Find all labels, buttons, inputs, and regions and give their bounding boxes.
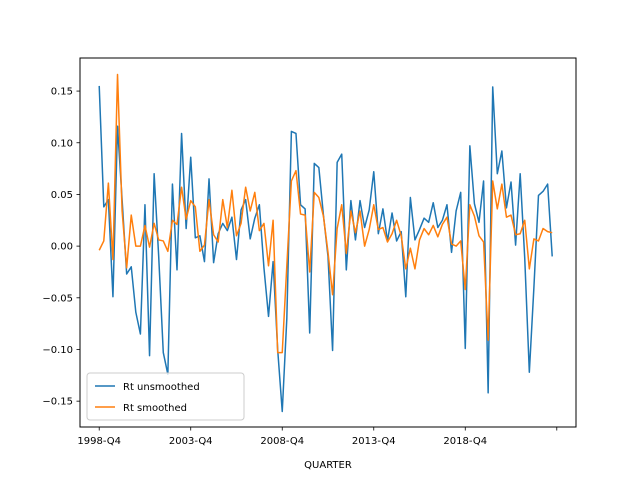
y-tick-label: −0.05 <box>42 293 73 304</box>
legend-label-smoothed: Rt smoothed <box>123 403 187 414</box>
x-tick-label: 2018-Q4 <box>443 436 487 447</box>
y-axis: −0.15 −0.10 −0.05 0.00 0.05 0.10 0.15 <box>42 87 80 408</box>
legend: Rt unsmoothed Rt smoothed <box>86 372 245 421</box>
x-tick-label: 2013-Q4 <box>352 436 396 447</box>
y-tick-label: −0.15 <box>42 397 73 408</box>
y-tick-label: 0.05 <box>51 190 73 201</box>
x-tick-label: 2003-Q4 <box>169 436 213 447</box>
y-tick-label: −0.10 <box>42 345 73 356</box>
y-tick-label: 0.15 <box>51 87 73 98</box>
plot-frame <box>79 57 577 428</box>
x-tick-label: 1998-Q4 <box>77 436 121 447</box>
legend-label-unsmoothed: Rt unsmoothed <box>123 382 200 393</box>
x-axis: 1998-Q4 2003-Q4 2008-Q4 2013-Q4 2018-Q4 <box>77 427 558 447</box>
legend-box <box>86 372 245 421</box>
series-line-smoothed <box>98 73 553 354</box>
y-tick-label: 0.10 <box>51 138 73 149</box>
x-axis-label: QUARTER <box>304 460 352 471</box>
x-tick-label: 2008-Q4 <box>260 436 304 447</box>
plot-area <box>80 58 576 427</box>
y-tick-label: 0.00 <box>51 242 73 253</box>
series-layer <box>98 73 553 413</box>
